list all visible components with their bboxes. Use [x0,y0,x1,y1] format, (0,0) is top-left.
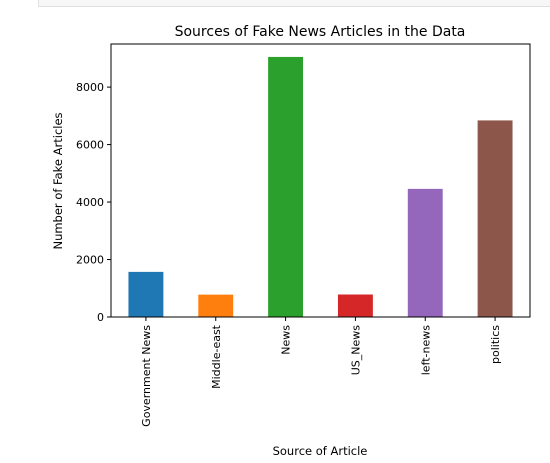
bars-group [128,56,513,318]
x-tick-label: politics [489,325,502,364]
plot-frame [110,43,531,318]
x-tick-label: US_News [349,325,362,376]
y-tick-label: 6000 [76,139,104,152]
bar-middle-east [198,294,234,317]
chart-title: Sources of Fake News Articles in the Dat… [175,24,466,40]
bar-politics [477,120,513,318]
y-tick-label: 8000 [76,81,104,94]
y-axis: 0 2000 4000 6000 8000 [76,81,111,324]
notebook-cell-edge [38,0,550,7]
y-tick-label: 2000 [76,254,104,267]
x-tick-label: Government News [140,325,153,427]
x-tick-label: left-news [419,325,432,376]
x-tick-label: News [280,325,293,355]
y-tick-label: 4000 [76,196,104,209]
y-tick-label: 0 [97,311,104,324]
x-axis-label: Source of Article [273,444,368,458]
x-axis: Government News Middle-east News US_News lef… [140,317,502,427]
bar-government-news [128,271,164,317]
x-tick-label: Middle-east [210,324,223,389]
bar-us-news [337,294,373,317]
bar-left-news [407,188,443,317]
y-axis-label: Number of Fake Articles [51,112,65,249]
bar-news [268,56,304,317]
